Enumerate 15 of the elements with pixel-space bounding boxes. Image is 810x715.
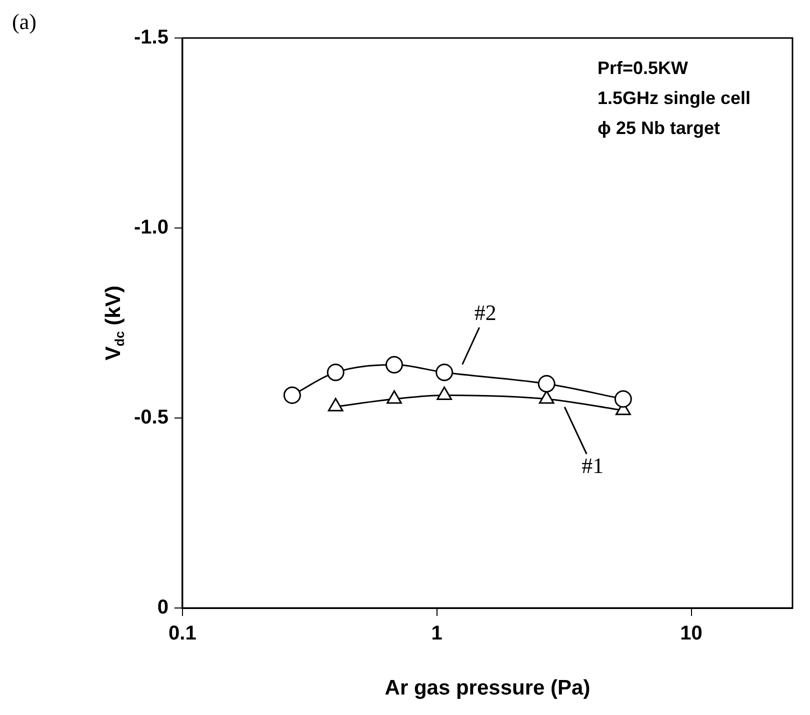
x-axis-title: Ar gas pressure (Pa)	[384, 676, 590, 700]
y-axis-title: Vdc (kV)	[102, 286, 127, 360]
y-tick-label: -1.5	[134, 26, 168, 49]
x-tick-label: 1	[431, 622, 442, 645]
text: (a)	[12, 8, 36, 34]
annotation: Prf=0.5KW	[598, 58, 688, 78]
legend-label: #1	[582, 452, 604, 478]
y-tick-label: -1.0	[134, 216, 168, 239]
y-tick-label: 0	[157, 596, 168, 619]
x-tick-label: 10	[680, 622, 702, 645]
x-tick-label: 0.1	[168, 622, 196, 645]
annotation: 1.5GHz single cell	[598, 88, 751, 108]
y-tick-label: -0.5	[134, 406, 168, 429]
annotation: ϕ 25 Nb target	[598, 118, 720, 138]
text: #2	[474, 300, 496, 326]
